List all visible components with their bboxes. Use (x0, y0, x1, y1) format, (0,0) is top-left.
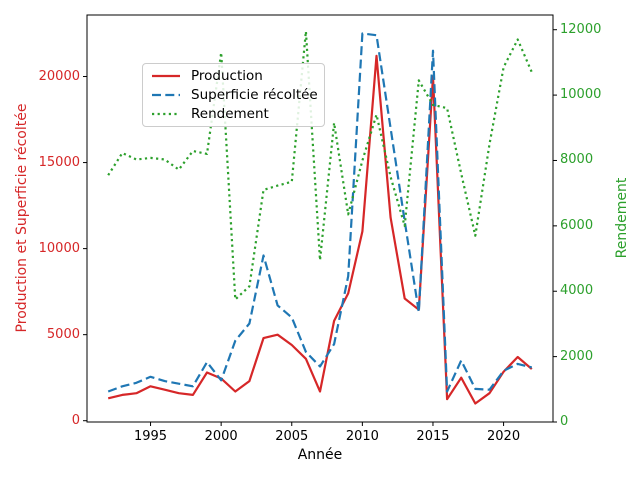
left-tick-label: 10000 (38, 240, 80, 256)
right-tick-label: 4000 (560, 283, 594, 299)
legend-label-superficie: Superficie récoltée (191, 86, 318, 103)
left-tick-label: 15000 (38, 154, 80, 170)
x-tick-label: 1995 (133, 429, 168, 444)
right-tick-label: 2000 (560, 348, 594, 364)
x-axis-label: Année (297, 447, 343, 463)
x-tick-label: 2015 (416, 429, 450, 444)
x-tick-label: 2020 (487, 429, 521, 444)
legend-label-production: Production (191, 68, 263, 85)
left-axis-label: Production et Superficie récoltée (14, 103, 30, 333)
right-tick-label: 10000 (560, 87, 602, 103)
plot-border (86, 14, 554, 423)
legend-item-superficie: Superficie récoltée (151, 86, 318, 103)
legend-line-sample-rendement (152, 112, 180, 115)
x-tick-label: 2005 (275, 429, 309, 444)
right-axis-label: Rendement (614, 177, 630, 259)
superficie-r-colt-e-line (107, 32, 533, 393)
legend-item-rendement: Rendement (151, 106, 316, 122)
left-tick-label: 5000 (46, 326, 80, 342)
right-tick-label: 12000 (560, 21, 602, 37)
right-tick-label: 8000 (560, 152, 594, 168)
legend-item-production: Production (151, 68, 316, 84)
production-line (107, 54, 533, 405)
left-tick-label: 20000 (38, 68, 80, 84)
legend-line-sample-superficie (152, 93, 180, 97)
right-tick-label: 0 (560, 414, 569, 429)
legend-label-rendement: Rendement (191, 105, 269, 122)
legend-line-sample-production (152, 75, 180, 78)
right-tick-label: 6000 (560, 217, 594, 233)
x-tick-label: 2010 (345, 429, 379, 444)
legend: Production Superficie récoltée Rendement (142, 63, 325, 127)
left-tick-label: 0 (71, 412, 80, 428)
x-tick-label: 2000 (204, 429, 238, 444)
